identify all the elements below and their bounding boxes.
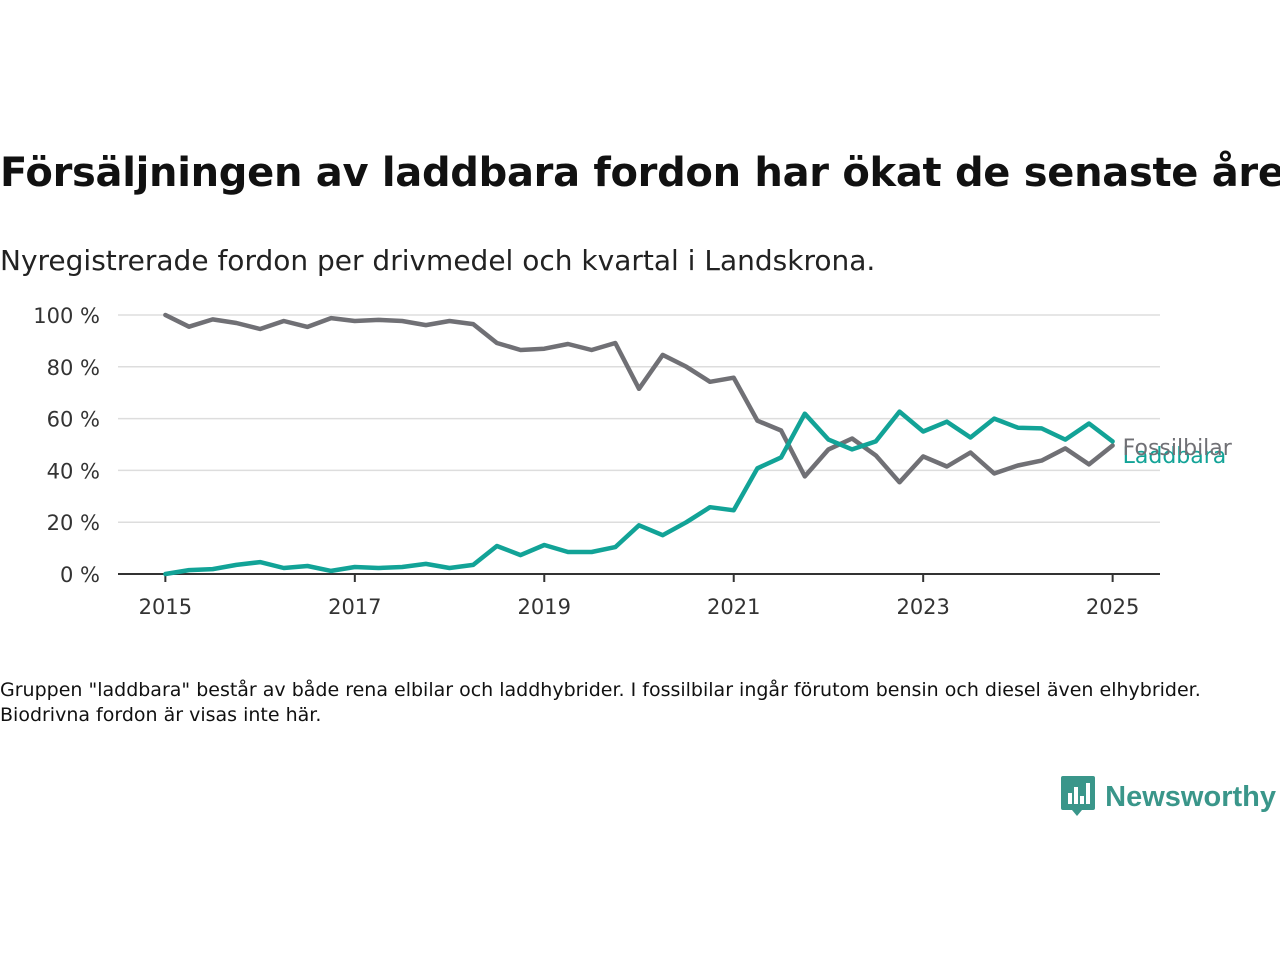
grid-lines [118, 314, 1160, 575]
y-axis-ticks: 0 % 20 % 40 % 60 % 80 % 100 % [33, 304, 100, 587]
x-tick-label: 2023 [896, 595, 949, 619]
page-title: Försäljningen av laddbara fordon har öka… [0, 150, 1280, 196]
newsworthy-logo-icon [1061, 776, 1096, 816]
brand: Newsworthy [1061, 776, 1276, 818]
y-tick-label: 40 % [47, 459, 100, 483]
y-tick-label: 100 % [33, 304, 100, 328]
line-chart: 0 % 20 % 40 % 60 % 80 % 100 % 2015 2017 2019 202… [33, 304, 1233, 619]
series-label-fossilbilar: Fossilbilar [1123, 436, 1233, 461]
series-label-laddbara: Laddbara [1123, 444, 1227, 469]
series-line-laddbara [163, 409, 1115, 577]
x-tick-label: 2015 [139, 595, 192, 619]
page-subtitle: Nyregistrerade fordon per drivmedel och … [0, 244, 876, 277]
brand-name: Newsworthy [1105, 780, 1276, 813]
series-line-fossilbilar [163, 312, 1115, 485]
x-tick-label: 2019 [518, 595, 571, 619]
y-tick-label: 0 % [60, 563, 100, 587]
y-tick-label: 20 % [47, 511, 100, 535]
y-tick-label: 80 % [47, 356, 100, 380]
x-tick-label: 2021 [707, 595, 760, 619]
x-tick-label: 2025 [1086, 595, 1139, 619]
x-tick-label: 2017 [328, 595, 381, 619]
series-lines [163, 312, 1115, 577]
footnote: Gruppen "laddbara" består av både rena e… [0, 679, 1201, 726]
y-tick-label: 60 % [47, 408, 100, 432]
x-axis-ticks: 2015 2017 2019 2021 2023 2025 [139, 574, 1139, 619]
